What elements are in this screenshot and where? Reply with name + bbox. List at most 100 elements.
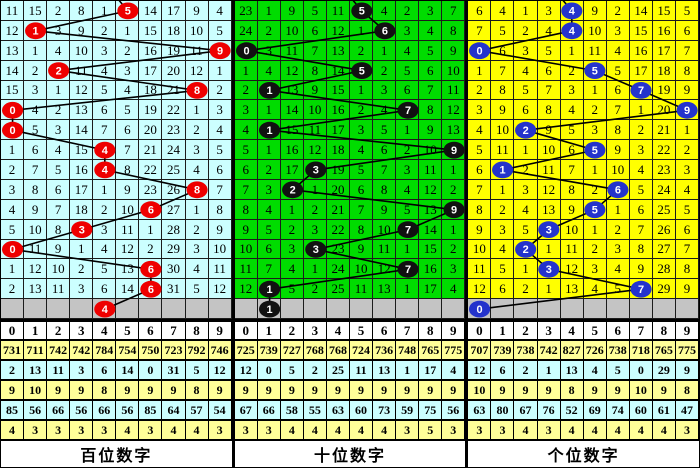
miss-count-cell: 27 (162, 199, 186, 220)
miss-count-cell: 2 (47, 1, 71, 21)
miss-count-cell: 9 (675, 279, 699, 300)
stat-cell: 12 (468, 361, 492, 379)
miss-count-cell: 9 (116, 179, 140, 200)
miss-count-cell: 4 (373, 1, 397, 21)
miss-count-cell: 10 (606, 160, 630, 180)
miss-count-cell: 2 (1, 279, 25, 300)
miss-count-cell: 7 (560, 160, 584, 180)
stat-cell: 4 (373, 421, 397, 439)
miss-count-cell: 17 (162, 1, 186, 21)
panel-hundreds: 11 15 2 8 1 14 17 9 4 12 3 9 2 1 15 18 10 5 13 1 4 10 3 2 16 19 11… (1, 1, 232, 467)
stat-cell: 29 (653, 361, 676, 379)
miss-count-cell (468, 40, 492, 61)
stat-row: 731 711 742 742 784 754 750 723 792 746 (1, 341, 232, 361)
stat-cell: 3 (93, 421, 117, 439)
stat-cell: 12 (209, 361, 232, 379)
miss-count-cell: 15 (419, 239, 443, 260)
grid-row: 8 2 4 13 9 1 6 25 5 (468, 199, 699, 220)
stat-cell: 0 (139, 361, 163, 379)
miss-count-cell: 22 (139, 160, 163, 180)
stat-cell: 56 (24, 401, 48, 419)
stat-cell: 6 (491, 361, 515, 379)
stat-cell: 4 (630, 421, 653, 439)
miss-count-cell: 9 (675, 80, 699, 101)
grid-row: 12 5 2 25 11 13 1 17 4 (234, 279, 466, 300)
miss-count-cell: 2 (514, 279, 538, 300)
grid-row: 1 4 12 8 14 2 5 6 10 (234, 60, 466, 81)
stat-cell: 75 (419, 401, 443, 419)
stat-cell: 3 (24, 421, 48, 439)
grid-row: 6 4 1 3 9 2 14 15 5 (468, 1, 699, 21)
stat-cell: 2 (1, 361, 25, 379)
miss-count-cell: 9 (583, 1, 607, 21)
miss-count-cell: 4 (1, 199, 25, 220)
stat-row: 12 0 5 2 25 11 13 1 17 4 (234, 361, 466, 381)
miss-count-cell: 25 (162, 160, 186, 180)
miss-count-cell: 4 (583, 279, 607, 300)
miss-count-cell: 12 (326, 20, 350, 41)
miss-count-cell (303, 160, 327, 180)
miss-count-cell: 3 (93, 40, 117, 61)
miss-count-cell: 7 (47, 199, 71, 220)
miss-count-cell: 8 (629, 239, 653, 260)
miss-count-cell: 7 (537, 80, 561, 101)
miss-count-cell: 1 (234, 60, 258, 81)
stat-cell: 727 (281, 341, 304, 359)
grid-row: 3 1 14 10 16 2 4 8 12 (234, 100, 466, 121)
stat-cell: 768 (304, 341, 327, 359)
stat-cell: 54 (209, 401, 232, 419)
miss-count-cell (537, 299, 561, 319)
miss-count-cell: 3 (257, 179, 281, 200)
miss-count-cell: 8 (419, 100, 443, 121)
miss-count-cell: 5 (373, 120, 397, 141)
miss-count-cell: 3 (47, 120, 71, 141)
miss-count-cell: 8 (442, 20, 466, 41)
grid-row: 23 1 9 5 11 4 2 3 7 (234, 1, 466, 21)
stat-cell: 69 (584, 401, 607, 419)
miss-count-cell: 9 (208, 219, 232, 240)
trend-grid: 23 1 9 5 11 4 2 3 7 24 2 10 6 12 1 3 4 8 3 11 7 13 2 1 4 5 9 1 4 12 8 1… (234, 1, 466, 319)
miss-count-cell: 6 (514, 100, 538, 121)
stat-cell: 0 (630, 361, 653, 379)
miss-count-cell: 13 (280, 80, 304, 101)
miss-count-cell: 4 (537, 20, 561, 41)
miss-count-cell: 16 (70, 160, 94, 180)
miss-count-cell: 10 (116, 199, 140, 220)
stat-cell: 10 (24, 381, 48, 399)
stat-cell: 63 (468, 401, 492, 419)
miss-count-cell: 3 (208, 100, 232, 121)
miss-count-cell: 5 (185, 279, 209, 300)
miss-count-cell: 1 (514, 1, 538, 21)
miss-count-cell: 4 (116, 80, 140, 101)
miss-count-cell: 2 (185, 120, 209, 141)
miss-count-cell (208, 299, 232, 319)
stat-cell: 4 (584, 421, 607, 439)
miss-count-cell: 6 (93, 100, 117, 121)
miss-count-cell: 1 (185, 199, 209, 220)
stat-cell: 2 (514, 361, 538, 379)
miss-count-cell: 19 (162, 40, 186, 61)
miss-count-cell: 1 (442, 219, 466, 240)
miss-count-cell: 3 (514, 179, 538, 200)
miss-count-cell: 4 (396, 40, 420, 61)
grid-row: 4 2 13 6 5 19 22 1 3 (1, 100, 232, 121)
stat-cell: 718 (630, 341, 653, 359)
stat-cell: 58 (281, 401, 304, 419)
stat-cell: 5 (281, 361, 304, 379)
digit-header-cell: 3 (538, 322, 561, 339)
stat-cell: 4 (607, 421, 630, 439)
miss-count-cell: 5 (491, 259, 515, 280)
miss-count-cell: 2 (24, 60, 48, 81)
miss-count-cell: 4 (514, 199, 538, 220)
miss-count-cell: 12 (24, 259, 48, 280)
miss-count-cell: 2 (629, 120, 653, 141)
miss-count-cell: 9 (442, 40, 466, 61)
miss-count-cell: 15 (326, 80, 350, 101)
miss-count-cell: 14 (280, 100, 304, 121)
miss-count-cell (419, 299, 443, 319)
grid-row: 4 15 11 17 3 5 1 9 13 (234, 120, 466, 141)
miss-count-cell: 3 (560, 80, 584, 101)
miss-count-cell: 3 (396, 20, 420, 41)
miss-count-cell: 28 (162, 219, 186, 240)
